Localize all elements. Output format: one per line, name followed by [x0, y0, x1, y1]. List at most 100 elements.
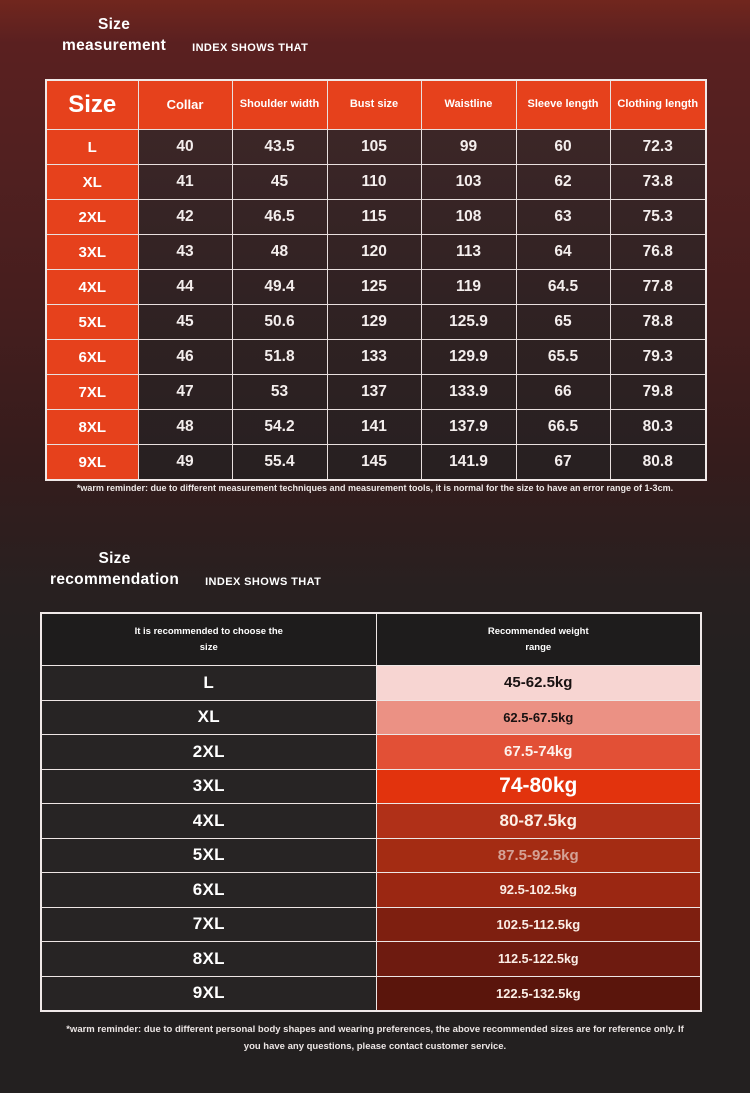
- weight-range-cell: 67.5-74kg: [375, 734, 702, 770]
- measurement-cell: 45: [231, 164, 328, 200]
- size-label-cell: 7XL: [45, 374, 139, 410]
- measurement-cell: 63: [515, 199, 611, 235]
- measurement-cell: 53: [231, 374, 328, 410]
- size-label-cell: 2XL: [45, 199, 139, 235]
- measurement-cell: 55.4: [231, 444, 328, 481]
- measurement-section-header: Size measurement INDEX SHOWS THAT: [62, 14, 308, 57]
- measurement-cell: 46.5: [231, 199, 328, 235]
- measurement-cell: 133: [326, 339, 422, 375]
- measurement-title-line2: measurement: [62, 37, 167, 55]
- measurement-cell: 44: [137, 269, 233, 305]
- size-label-cell: 9XL: [45, 444, 139, 481]
- measurement-cell: 54.2: [231, 409, 328, 445]
- recommended-size-cell: 6XL: [40, 872, 377, 908]
- recommendation-section-header: Size recommendation INDEX SHOWS THAT: [50, 548, 321, 591]
- recommendation-title: Size recommendation: [50, 548, 179, 591]
- measurement-cell: 67: [515, 444, 611, 481]
- measurement-header-row: Size Collar Shoulder width Bust size Wai…: [45, 79, 707, 130]
- measurement-cell: 133.9: [420, 374, 517, 410]
- measurement-cell: 80.8: [609, 444, 707, 481]
- table-row: 3XL 43 48 120 113 64 76.8: [45, 234, 707, 270]
- recommended-size-cell: 9XL: [40, 975, 377, 1012]
- measurement-cell: 49: [137, 444, 233, 481]
- table-row: 2XL 42 46.5 115 108 63 75.3: [45, 199, 707, 235]
- header-recommended-size-label: It is recommended to choose the size: [134, 626, 283, 653]
- table-row: 9XL 122.5-132.5kg: [40, 975, 702, 1012]
- size-label-cell: 3XL: [45, 234, 139, 270]
- table-row: 6XL 92.5-102.5kg: [40, 872, 702, 908]
- recommendation-table-head: It is recommended to choose the size Rec…: [40, 612, 702, 666]
- measurement-cell: 42: [137, 199, 233, 235]
- measurement-cell: 65.5: [515, 339, 611, 375]
- measurement-cell: 77.8: [609, 269, 707, 305]
- measurement-cell: 115: [326, 199, 422, 235]
- measurement-cell: 103: [420, 164, 517, 200]
- table-row: 4XL 44 49.4 125 119 64.5 77.8: [45, 269, 707, 305]
- header-clothing-length: Clothing length: [609, 79, 707, 130]
- recommendation-subtitle: INDEX SHOWS THAT: [205, 575, 322, 588]
- weight-range-cell: 62.5-67.5kg: [375, 699, 702, 735]
- measurement-cell: 62: [515, 164, 611, 200]
- weight-range-cell: 87.5-92.5kg: [375, 837, 702, 873]
- header-weight-range-label: Recommended weight range: [487, 626, 589, 653]
- recommended-size-cell: 3XL: [40, 768, 377, 804]
- table-row: 5XL 87.5-92.5kg: [40, 837, 702, 873]
- measurement-cell: 43: [137, 234, 233, 270]
- measurement-cell: 80.3: [609, 409, 707, 445]
- header-sleeve-length: Sleeve length: [515, 79, 611, 130]
- measurement-cell: 48: [137, 409, 233, 445]
- table-row: 7XL 102.5-112.5kg: [40, 906, 702, 942]
- measurement-cell: 40: [137, 129, 233, 165]
- measurement-cell: 66: [515, 374, 611, 410]
- weight-range-cell: 112.5-122.5kg: [375, 941, 702, 977]
- table-row: 4XL 80-87.5kg: [40, 803, 702, 839]
- measurement-cell: 64.5: [515, 269, 611, 305]
- measurement-cell: 79.3: [609, 339, 707, 375]
- measurement-cell: 48: [231, 234, 328, 270]
- measurement-subtitle: INDEX SHOWS THAT: [192, 41, 309, 54]
- weight-range-cell: 102.5-112.5kg: [375, 906, 702, 942]
- measurement-table-head: Size Collar Shoulder width Bust size Wai…: [45, 79, 707, 130]
- measurement-cell: 137: [326, 374, 422, 410]
- table-row: L 40 43.5 105 99 60 72.3: [45, 129, 707, 165]
- measurement-cell: 129.9: [420, 339, 517, 375]
- recommendation-table: It is recommended to choose the size Rec…: [40, 612, 702, 1012]
- measurement-title-line1: Size: [97, 16, 131, 33]
- measurement-title: Size measurement: [62, 14, 166, 57]
- measurement-cell: 60: [515, 129, 611, 165]
- recommended-size-cell: L: [40, 665, 377, 701]
- measurement-cell: 79.8: [609, 374, 707, 410]
- recommended-size-cell: 4XL: [40, 803, 377, 839]
- table-row: 8XL 112.5-122.5kg: [40, 941, 702, 977]
- header-collar: Collar: [137, 79, 233, 130]
- recommendation-note-text: *warm reminder: due to different persona…: [66, 1024, 684, 1052]
- table-row: XL 41 45 110 103 62 73.8: [45, 164, 707, 200]
- size-label-cell: 6XL: [45, 339, 139, 375]
- measurement-cell: 119: [420, 269, 517, 305]
- weight-range-cell: 45-62.5kg: [375, 665, 702, 701]
- measurement-cell: 50.6: [231, 304, 328, 340]
- table-row: 6XL 46 51.8 133 129.9 65.5 79.3: [45, 339, 707, 375]
- measurement-cell: 65: [515, 304, 611, 340]
- measurement-note: *warm reminder: due to different measure…: [76, 483, 674, 493]
- recommendation-table-body: L 45-62.5kg XL 62.5-67.5kg 2XL 67.5-74kg…: [40, 665, 702, 1012]
- header-recommended-size: It is recommended to choose the size: [40, 612, 377, 666]
- recommendation-header-row: It is recommended to choose the size Rec…: [40, 612, 702, 666]
- table-row: 3XL 74-80kg: [40, 768, 702, 804]
- measurement-cell: 105: [326, 129, 422, 165]
- measurement-cell: 120: [326, 234, 422, 270]
- measurement-table-body: L 40 43.5 105 99 60 72.3 XL 41 45 110 10…: [45, 129, 707, 481]
- measurement-cell: 51.8: [231, 339, 328, 375]
- measurement-cell: 78.8: [609, 304, 707, 340]
- measurement-table: Size Collar Shoulder width Bust size Wai…: [45, 79, 707, 481]
- size-label-cell: L: [45, 129, 139, 165]
- measurement-cell: 73.8: [609, 164, 707, 200]
- recommended-size-cell: 8XL: [40, 941, 377, 977]
- size-label-cell: 5XL: [45, 304, 139, 340]
- measurement-cell: 46: [137, 339, 233, 375]
- measurement-cell: 129: [326, 304, 422, 340]
- table-row: 2XL 67.5-74kg: [40, 734, 702, 770]
- measurement-cell: 43.5: [231, 129, 328, 165]
- recommendation-note: *warm reminder: due to different persona…: [0, 1022, 750, 1055]
- table-row: 5XL 45 50.6 129 125.9 65 78.8: [45, 304, 707, 340]
